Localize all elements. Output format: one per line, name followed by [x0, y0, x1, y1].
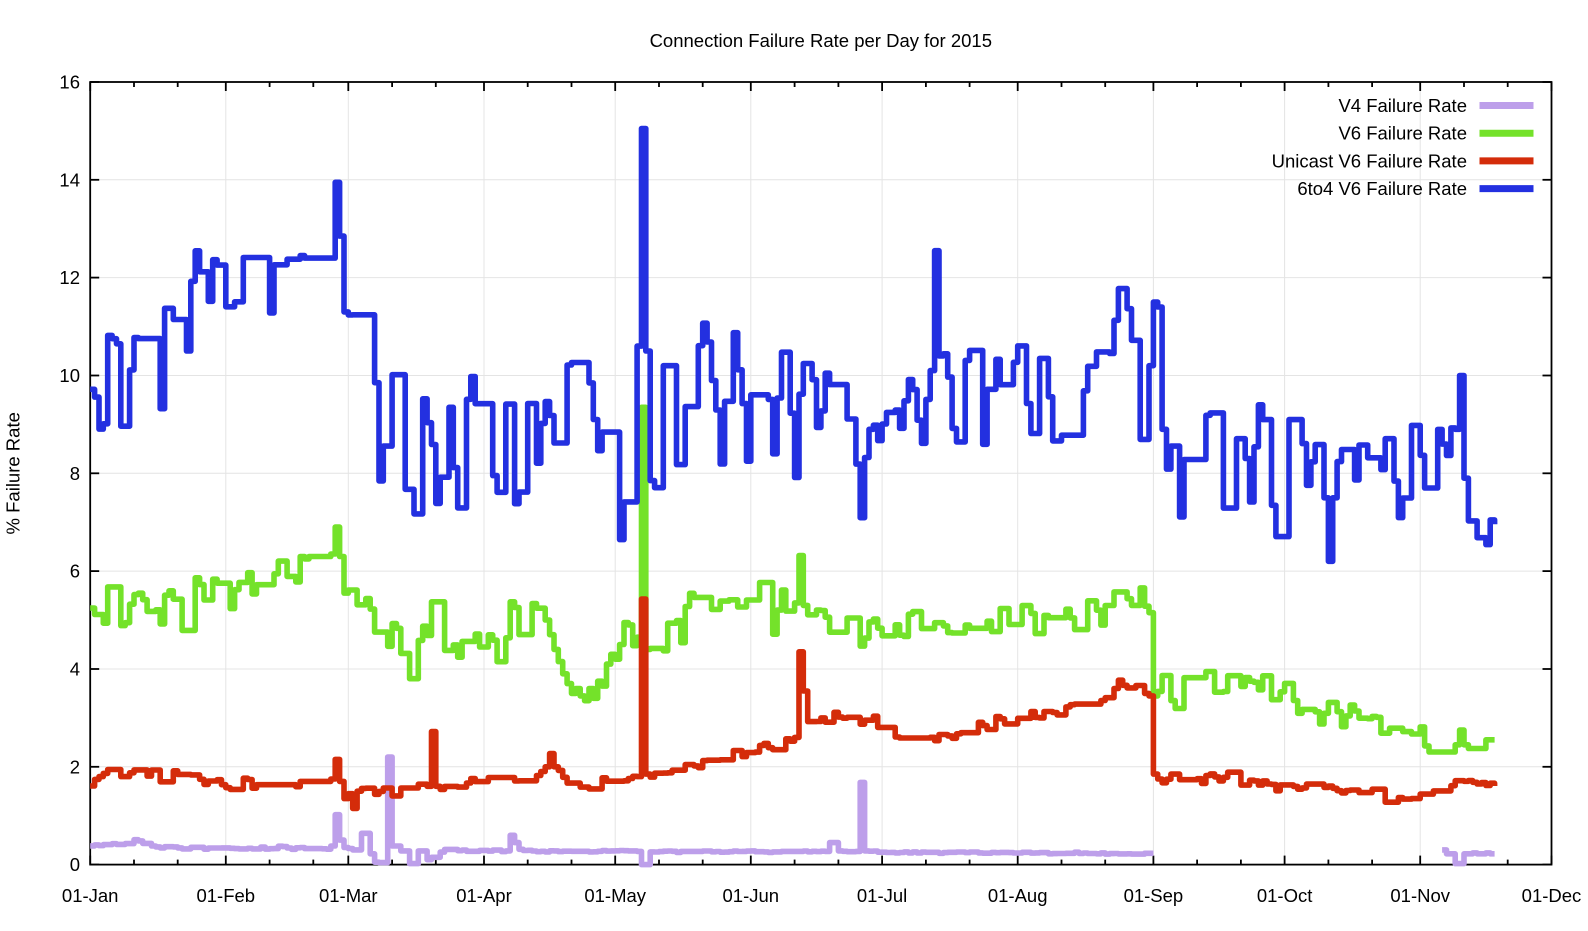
svg-text:01-Sep: 01-Sep	[1124, 885, 1184, 906]
svg-text:V6 Failure Rate: V6 Failure Rate	[1338, 123, 1467, 144]
svg-text:4: 4	[70, 659, 80, 680]
svg-text:14: 14	[59, 169, 80, 190]
svg-text:01-May: 01-May	[584, 885, 646, 906]
svg-text:6: 6	[70, 561, 80, 582]
svg-text:01-Apr: 01-Apr	[456, 885, 512, 906]
svg-text:01-Jul: 01-Jul	[857, 885, 907, 906]
svg-text:01-Oct: 01-Oct	[1257, 885, 1313, 906]
svg-text:6to4 V6 Failure Rate: 6to4 V6 Failure Rate	[1297, 178, 1467, 199]
svg-text:01-Jun: 01-Jun	[723, 885, 780, 906]
svg-text:01-Mar: 01-Mar	[319, 885, 378, 906]
svg-text:0: 0	[70, 854, 80, 875]
svg-text:16: 16	[59, 72, 80, 93]
svg-text:12: 12	[59, 267, 80, 288]
svg-text:10: 10	[59, 365, 80, 386]
svg-text:2: 2	[70, 756, 80, 777]
svg-text:% Failure Rate: % Failure Rate	[3, 412, 24, 534]
svg-text:01-Aug: 01-Aug	[988, 885, 1048, 906]
svg-text:01-Dec: 01-Dec	[1522, 885, 1582, 906]
svg-text:Connection Failure Rate per Da: Connection Failure Rate per Day for 2015	[650, 30, 992, 51]
svg-text:Unicast V6 Failure Rate: Unicast V6 Failure Rate	[1272, 150, 1467, 171]
svg-text:8: 8	[70, 463, 80, 484]
svg-text:V4 Failure Rate: V4 Failure Rate	[1338, 95, 1467, 116]
svg-text:01-Nov: 01-Nov	[1390, 885, 1450, 906]
svg-text:01-Feb: 01-Feb	[196, 885, 255, 906]
svg-text:01-Jan: 01-Jan	[62, 885, 119, 906]
